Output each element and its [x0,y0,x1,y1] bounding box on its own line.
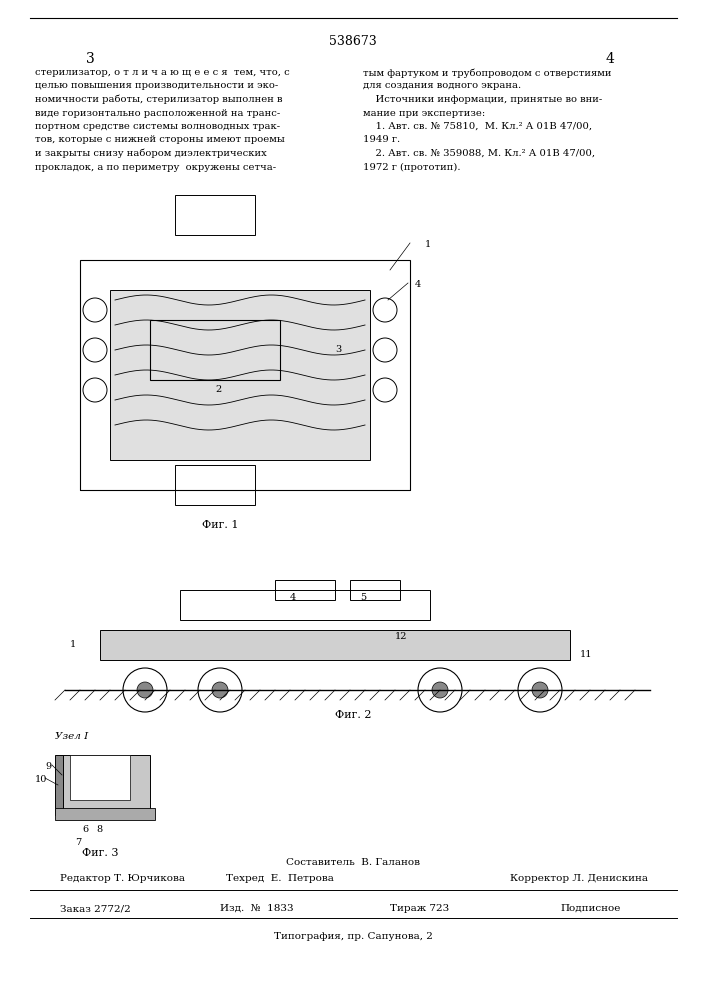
Bar [175,195,255,235]
Bar [80,260,410,490]
Text: Фиг. 2: Фиг. 2 [334,710,371,720]
Bar [180,590,430,620]
Bar [150,320,280,380]
Circle shape [532,682,548,698]
Text: портном средстве системы волноводных трак-: портном средстве системы волноводных тра… [35,122,280,131]
Text: 11: 11 [580,650,592,659]
Text: Редактор Т. Юрчикова: Редактор Т. Юрчикова [60,874,185,883]
Bar [70,755,130,800]
Bar [55,755,63,815]
Bar [175,465,255,505]
Bar [275,580,335,600]
Text: мание при экспертизе:: мание при экспертизе: [363,108,485,117]
Text: Типография, пр. Сапунова, 2: Типография, пр. Сапунова, 2 [274,932,433,941]
Text: тов, которые с нижней стороны имеют проемы: тов, которые с нижней стороны имеют прое… [35,135,285,144]
Text: номичности работы, стерилизатор выполнен в: номичности работы, стерилизатор выполнен… [35,95,283,104]
Text: Фиг. 3: Фиг. 3 [82,848,118,858]
Text: 6: 6 [82,825,88,834]
Bar [60,755,150,810]
Text: стерилизатор, о т л и ч а ю щ е е с я  тем, что, с: стерилизатор, о т л и ч а ю щ е е с я те… [35,68,290,77]
Text: 4: 4 [606,52,614,66]
Text: Узел I: Узел I [55,732,88,741]
Text: 4: 4 [415,280,421,289]
Bar [55,808,155,820]
Text: Изд.  №  1833: Изд. № 1833 [220,904,293,913]
Text: тым фартуком и трубопроводом с отверстиями: тым фартуком и трубопроводом с отверстия… [363,68,612,78]
Bar [350,580,400,600]
Text: виде горизонтально расположенной на транс-: виде горизонтально расположенной на тран… [35,108,280,117]
Text: 3: 3 [335,345,341,354]
Text: 5: 5 [360,593,366,602]
Circle shape [418,668,462,712]
Circle shape [137,682,153,698]
Text: 10: 10 [35,775,47,784]
Text: 9: 9 [45,762,51,771]
Text: и закрыты снизу набором диэлектрических: и закрыты снизу набором диэлектрических [35,149,267,158]
Text: Подписное: Подписное [560,904,620,913]
Text: Тираж 723: Тираж 723 [390,904,449,913]
Text: Корректор Л. Денискина: Корректор Л. Денискина [510,874,648,883]
Bar [110,290,370,460]
Text: 4: 4 [290,593,296,602]
Bar [100,630,570,660]
Text: 1: 1 [425,240,431,249]
Text: Заказ 2772/2: Заказ 2772/2 [60,904,131,913]
Text: Техред  Е.  Петрова: Техред Е. Петрова [226,874,334,883]
Circle shape [123,668,167,712]
Text: 7: 7 [75,838,81,847]
Text: Составитель  В. Галанов: Составитель В. Галанов [286,858,420,867]
Circle shape [212,682,228,698]
Circle shape [432,682,448,698]
Text: 1949 г.: 1949 г. [363,135,400,144]
Circle shape [198,668,242,712]
Text: 538673: 538673 [329,35,377,48]
Text: 12: 12 [395,632,407,641]
Text: Источники информации, принятые во вни-: Источники информации, принятые во вни- [363,95,602,104]
Text: целью повышения производительности и эко-: целью повышения производительности и эко… [35,82,279,91]
Text: 2: 2 [215,385,221,394]
Text: 1972 г (прототип).: 1972 г (прототип). [363,162,460,172]
Text: прокладок, а по периметру  окружены сетча-: прокладок, а по периметру окружены сетча… [35,162,276,172]
Text: 1: 1 [70,640,76,649]
Text: 8: 8 [96,825,102,834]
Text: 3: 3 [86,52,94,66]
Text: 1. Авт. св. № 75810,  М. Кл.² А 01В 47/00,: 1. Авт. св. № 75810, М. Кл.² А 01В 47/00… [363,122,592,131]
Text: 2. Авт. св. № 359088, М. Кл.² А 01В 47/00,: 2. Авт. св. № 359088, М. Кл.² А 01В 47/0… [363,149,595,158]
Text: Фиг. 1: Фиг. 1 [201,520,238,530]
Circle shape [518,668,562,712]
Text: для создания водного экрана.: для создания водного экрана. [363,82,521,91]
